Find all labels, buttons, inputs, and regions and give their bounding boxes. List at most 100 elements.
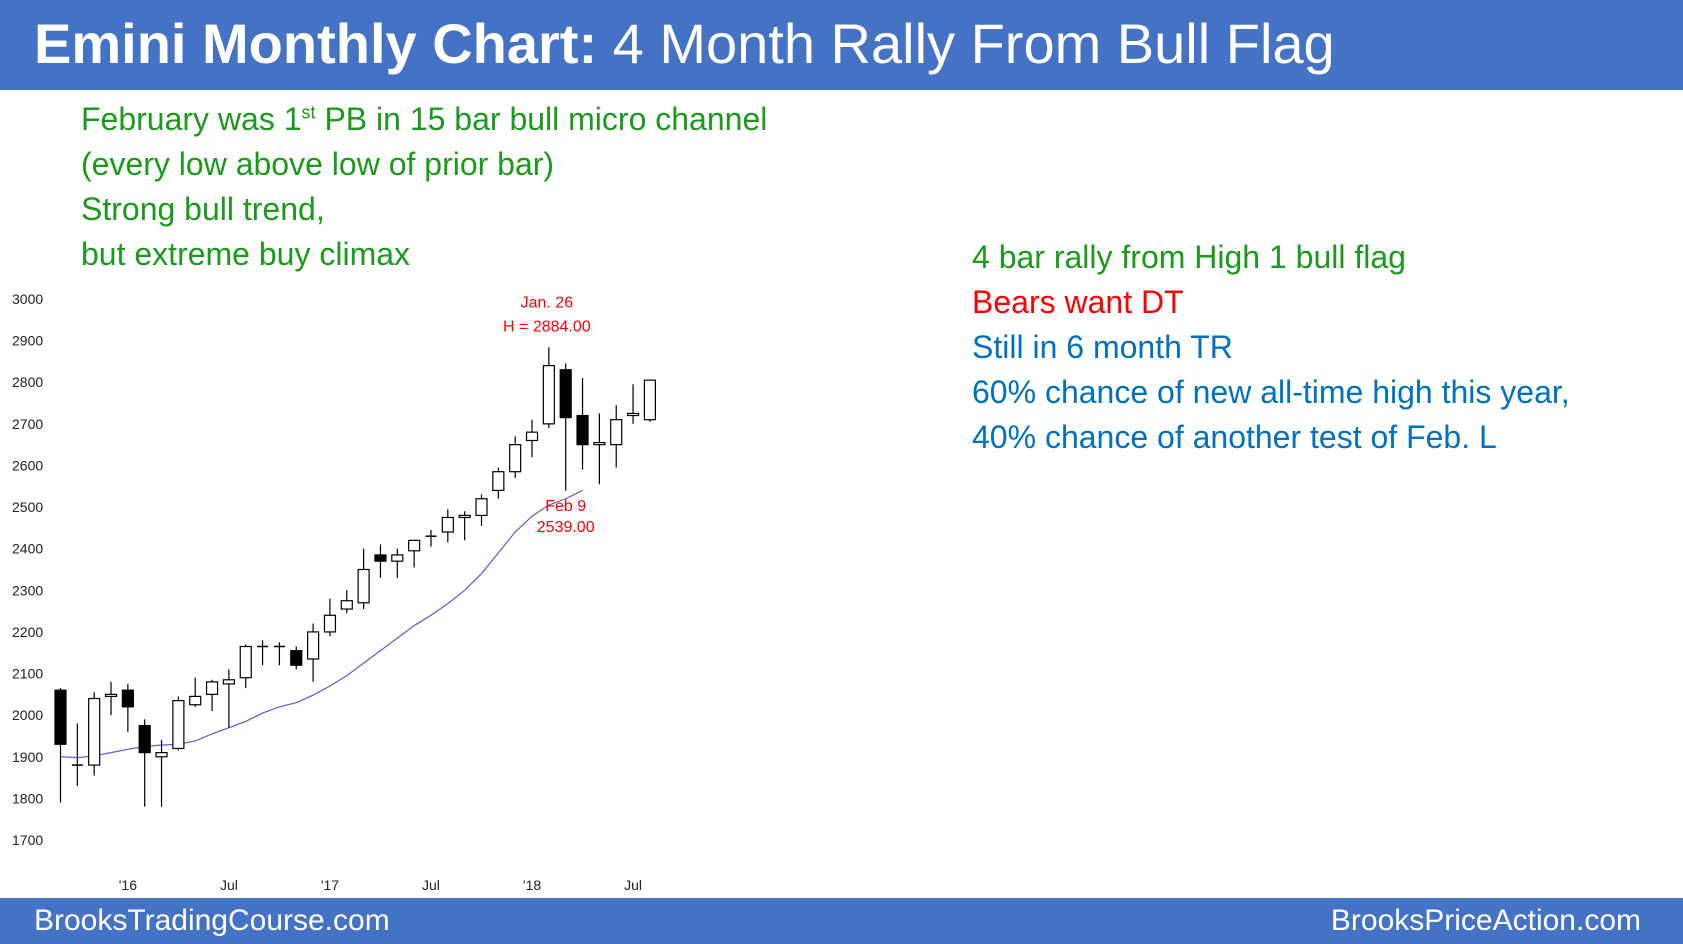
candle-body-bull [189, 695, 202, 706]
right-note-4: 60% chance of new all-time high this yea… [972, 374, 1570, 410]
candle [391, 548, 404, 578]
candle [323, 598, 337, 637]
annotation-high-date: Jan. 26 [521, 294, 574, 311]
candle [307, 623, 320, 682]
candle-body-bull [475, 498, 488, 516]
y-tick-label: 2800 [12, 374, 43, 390]
y-tick-label: 3000 [12, 291, 43, 307]
candle [239, 644, 252, 689]
annotation-high-value: H = 2884.00 [503, 318, 591, 335]
candle-body-bull [88, 697, 101, 766]
candle-body-bull [542, 364, 555, 425]
candle [205, 679, 219, 711]
x-tick-label: '17 [321, 877, 339, 893]
candle-body-bull [492, 471, 505, 492]
candle [88, 692, 101, 776]
footer-left-site: BrooksTradingCourse.com [34, 904, 390, 937]
candle [189, 677, 202, 707]
y-tick-label: 2500 [12, 499, 43, 515]
candle [509, 436, 522, 478]
right-note-2: Bears want DT [972, 284, 1184, 320]
candle [626, 384, 640, 424]
y-tick-label: 2900 [12, 333, 43, 349]
y-tick-label: 2200 [12, 624, 43, 640]
candle-body-bull [643, 379, 657, 421]
footer-banner: BrooksTradingCourse.com BrooksPriceActio… [0, 898, 1683, 944]
y-tick-label: 2300 [12, 582, 43, 598]
candle-body-bull [509, 444, 522, 473]
candle [475, 494, 488, 526]
candle [121, 683, 134, 732]
moving-average [60, 489, 583, 759]
left-note-1b: PB in 15 bar bull micro channel [315, 101, 768, 137]
candle [458, 511, 471, 541]
candle [542, 347, 555, 429]
candle [643, 379, 657, 422]
candle-body-bear [374, 554, 387, 562]
annotations: Jan. 26 H = 2884.00 Feb 9 2539.00 [503, 294, 595, 536]
footer-right-site: BrooksPriceAction.com [1330, 904, 1641, 937]
x-tick-label: Jul [624, 877, 642, 893]
candle [593, 413, 606, 485]
candle [374, 544, 387, 578]
left-note-4: but extreme buy climax [81, 236, 411, 272]
candle [138, 719, 151, 807]
candle-body-bear [576, 414, 589, 446]
candle [71, 723, 83, 786]
annotation-low-value: 2539.00 [537, 519, 595, 536]
candle [425, 529, 437, 547]
candle-body-bear [138, 724, 151, 754]
candle-body-bull [222, 679, 235, 685]
candle [408, 539, 421, 568]
x-tick-label: '18 [523, 877, 541, 893]
candle [172, 696, 185, 751]
title-banner: Emini Monthly Chart: 4 Month Rally From … [0, 0, 1683, 90]
moving-average-line [60, 489, 583, 759]
candle [104, 681, 118, 716]
candle-body-bear [121, 689, 134, 708]
candle-body-bull [172, 699, 185, 750]
candle [441, 509, 454, 543]
candle [492, 467, 505, 499]
candle-body-bull [357, 568, 370, 604]
candle [525, 419, 539, 458]
candle [340, 590, 353, 614]
candle-body-bull [155, 752, 168, 758]
candle-body-bull [458, 514, 471, 519]
left-note-1-sup: st [301, 102, 316, 123]
candle [610, 405, 623, 468]
right-note-1: 4 bar rally from High 1 bull flag [972, 239, 1406, 275]
candle-body-bull [340, 600, 353, 610]
right-notes: 4 bar rally from High 1 bull flag Bears … [972, 235, 1570, 460]
y-tick-label: 2100 [12, 666, 43, 682]
slide-title-bold: Emini Monthly Chart: [34, 12, 598, 75]
annotation-low-date: Feb 9 [545, 498, 586, 515]
y-tick-label: 1900 [12, 749, 43, 765]
left-notes: February was 1st PB in 15 bar bull micro… [81, 97, 767, 277]
candle [559, 363, 572, 491]
candle-body-bull [391, 554, 404, 562]
candle [155, 740, 168, 807]
candle [357, 548, 370, 610]
candle [54, 688, 67, 803]
monthly-candlestick-chart: 1700 1800 1900 2000 2100 2200 2300 2400 2500 2600… [12, 291, 657, 893]
left-note-2: (every low above low of prior bar) [81, 146, 555, 182]
left-note-1a: February was 1 [81, 101, 302, 137]
candle-body-bull [441, 516, 454, 533]
candle-body-bear [54, 689, 67, 745]
candle-body-bull [610, 419, 623, 446]
candle-body-bear [559, 369, 572, 419]
candle [290, 646, 303, 670]
y-axis-ticks: 1700 1800 1900 2000 2100 2200 2300 2400 2500 2600… [12, 291, 43, 848]
y-tick-label: 1700 [12, 832, 43, 848]
x-axis-ticks: '16 Jul '17 Jul '18 Jul [119, 877, 642, 893]
candle [576, 378, 589, 470]
candle-body-bull [239, 645, 252, 679]
candle-body-bull [323, 614, 337, 633]
right-note-5: 40% chance of another test of Feb. L [972, 419, 1497, 455]
candle [222, 669, 235, 728]
y-tick-label: 2600 [12, 457, 43, 473]
x-tick-label: Jul [422, 877, 440, 893]
candle-body-bull [307, 631, 320, 660]
candle-body-bull [593, 441, 606, 446]
